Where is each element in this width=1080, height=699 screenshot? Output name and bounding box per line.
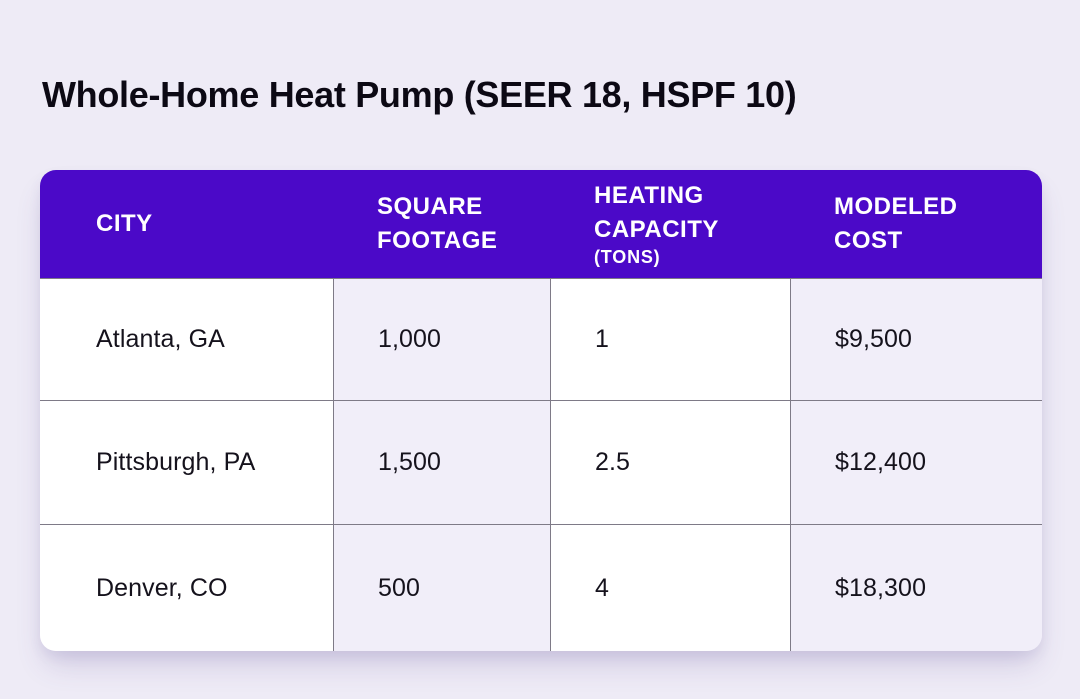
column-header-sublabel: (TONS) (594, 247, 661, 268)
column-header-label: CITY (96, 209, 153, 237)
table-row-atlanta-city-cell: Atlanta, GA (40, 278, 333, 400)
table-row-denver-city-cell: Denver, CO (40, 524, 333, 651)
page-title: Whole-Home Heat Pump (SEER 18, HSPF 10) (42, 74, 797, 115)
square-footage-value: 1,000 (378, 325, 442, 353)
column-header-square-footage: SQUARE FOOTAGE (333, 170, 550, 278)
modeled-cost-value: $9,500 (835, 325, 913, 353)
table-row-denver-modeled-cost-cell: $18,300 (790, 524, 1042, 651)
modeled-cost-value: $12,400 (835, 448, 927, 476)
modeled-cost-value: $18,300 (835, 573, 927, 602)
column-header-label: HEATING CAPACITY (594, 182, 719, 244)
city-value: Pittsburgh, PA (96, 448, 256, 476)
heating-capacity-value: 1 (595, 325, 610, 353)
square-footage-value: 500 (378, 573, 421, 602)
column-header-label: SQUARE FOOTAGE (377, 192, 498, 254)
table-row-atlanta-square-footage-cell: 1,000 (333, 278, 550, 400)
column-header-heating-capacity: HEATING CAPACITY (TONS) (550, 170, 790, 278)
table-row-denver-heating-capacity-cell: 4 (550, 524, 790, 651)
table-row-denver-square-footage-cell: 500 (333, 524, 550, 651)
heat-pump-table: CITY SQUARE FOOTAGE HEATING CAPACITY (TO… (40, 170, 1042, 651)
table-row-pittsburgh-square-footage-cell: 1,500 (333, 400, 550, 524)
column-header-modeled-cost: MODELED COST (790, 170, 1042, 278)
column-header-city: CITY (40, 170, 333, 278)
table-row-pittsburgh-modeled-cost-cell: $12,400 (790, 400, 1042, 524)
table-row-atlanta-heating-capacity-cell: 1 (550, 278, 790, 400)
square-footage-value: 1,500 (378, 448, 442, 476)
column-header-label: MODELED COST (834, 192, 958, 254)
city-value: Atlanta, GA (96, 325, 225, 353)
city-value: Denver, CO (96, 573, 228, 602)
heating-capacity-value: 4 (595, 573, 610, 602)
heating-capacity-value: 2.5 (595, 448, 631, 476)
table-row-pittsburgh-heating-capacity-cell: 2.5 (550, 400, 790, 524)
table-row-pittsburgh-city-cell: Pittsburgh, PA (40, 400, 333, 524)
table-row-atlanta-modeled-cost-cell: $9,500 (790, 278, 1042, 400)
